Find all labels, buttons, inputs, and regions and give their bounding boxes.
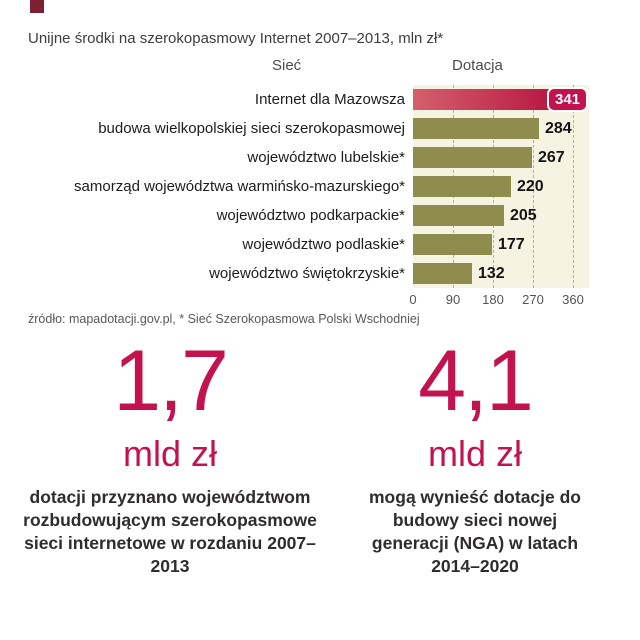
chart-title: Unijne środki na szerokopasmowy Internet… xyxy=(28,30,444,47)
bar-label: województwo lubelskie* xyxy=(247,149,405,166)
bar xyxy=(413,118,539,139)
gridline xyxy=(573,85,574,288)
bar-value: 132 xyxy=(478,265,505,282)
stat-2014-2020: 4,1 mld zł mogą wynieść dotacje do budow… xyxy=(330,338,620,578)
stat-description: mogą wynieść dotacje do budowy sieci now… xyxy=(369,486,581,576)
value-badge: 341 xyxy=(549,89,587,110)
gridline xyxy=(533,85,534,288)
bar-value: 267 xyxy=(538,149,565,166)
x-axis: 0 90 180 270 360 xyxy=(409,292,589,308)
bar xyxy=(413,263,472,284)
stat-value: 4,1 xyxy=(418,333,534,429)
stat-description: dotacji przyznano województwom rozbudowu… xyxy=(23,486,317,576)
bar-value: 177 xyxy=(498,236,525,253)
stat-value: 1,7 xyxy=(113,333,229,429)
bar-label: województwo podkarpackie* xyxy=(216,207,405,224)
bar xyxy=(413,176,511,197)
axis-tick-label: 360 xyxy=(562,292,584,307)
bar-highlight xyxy=(413,89,565,110)
stat-2007-2013: 1,7 mld zł dotacji przyznano województwo… xyxy=(15,338,325,578)
column-header-grant: Dotacja xyxy=(452,57,503,74)
column-header-network: Sieć xyxy=(272,57,302,74)
source-note: źródło: mapadotacji.gov.pl, * Sieć Szero… xyxy=(28,312,420,326)
axis-tick-label: 0 xyxy=(409,292,417,307)
stat-unit: mld zł xyxy=(122,433,217,474)
stat-unit: mld zł xyxy=(427,433,522,474)
bar-label: województwo świętokrzyskie* xyxy=(209,265,405,282)
corner-marker xyxy=(30,0,44,13)
axis-tick-label: 90 xyxy=(445,292,461,307)
bar-value: 205 xyxy=(510,207,537,224)
bar-value: 284 xyxy=(545,120,572,137)
bar-value: 220 xyxy=(517,178,544,195)
bar xyxy=(413,234,492,255)
bar-label: województwo podlaskie* xyxy=(242,236,405,253)
axis-tick-label: 270 xyxy=(522,292,544,307)
bar-label: budowa wielkopolskiej sieci szerokopasmo… xyxy=(98,120,405,137)
bar-label: samorząd województwa warmińsko-mazurskie… xyxy=(74,178,405,195)
bar xyxy=(413,205,504,226)
bar xyxy=(413,147,532,168)
bar-label: Internet dla Mazowsza xyxy=(254,91,405,108)
bar-labels-column: Internet dla Mazowsza budowa wielkopolski… xyxy=(0,85,405,288)
bar-chart-plot-area: 341 284 267 220 205 177 132 xyxy=(413,85,589,288)
axis-tick-label: 180 xyxy=(482,292,504,307)
